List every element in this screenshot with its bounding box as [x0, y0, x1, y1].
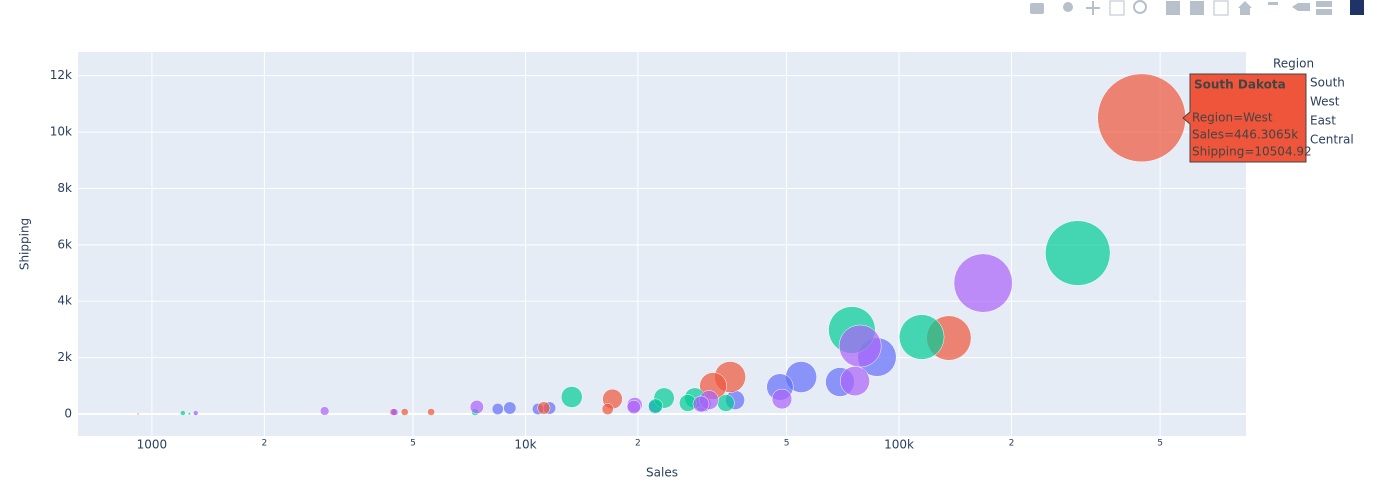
hover-line: Shipping=10504.92: [1192, 145, 1312, 159]
y-tick-label: 10k: [50, 125, 72, 139]
hover-label: South Dakota Region=West Sales=446.3065k Sh…: [1182, 73, 1312, 163]
lasso-icon[interactable]: [1133, 0, 1147, 14]
x-axis-title: Sales: [646, 466, 678, 480]
bubble: [469, 400, 484, 415]
legend-title: Region: [1273, 57, 1314, 71]
legend: Region South West East Central: [1273, 57, 1354, 147]
x-tick-label: 5: [410, 439, 416, 449]
bubble: [1097, 73, 1186, 163]
legend-label: East: [1310, 114, 1336, 128]
modebar[interactable]: [1030, 0, 1364, 16]
hover-title: South Dakota: [1194, 78, 1286, 92]
x-tick-label: 5: [1157, 439, 1163, 449]
legend-label: Central: [1310, 133, 1354, 147]
bubble: [192, 410, 199, 416]
bubble: [427, 408, 435, 416]
hover-compare-icon[interactable]: [1316, 1, 1332, 7]
zoom-out-icon[interactable]: [1190, 1, 1204, 15]
x-tick-label: 2: [1009, 439, 1015, 449]
zoom-icon[interactable]: [1063, 2, 1073, 12]
bubble: [838, 324, 882, 368]
hover-box: [1182, 73, 1307, 163]
bubble: [491, 403, 504, 415]
hover-line: Region=West: [1192, 111, 1273, 125]
bubble: [839, 366, 870, 396]
bubble: [180, 410, 186, 416]
bubble: [136, 412, 140, 416]
bubble: [953, 253, 1013, 313]
y-tick-label: 8k: [57, 181, 72, 195]
bubble: [400, 408, 409, 416]
marks: [136, 73, 1186, 416]
y-tick-label: 2k: [57, 350, 72, 364]
zoom-in-icon[interactable]: [1166, 1, 1180, 15]
camera-icon[interactable]: [1030, 3, 1044, 14]
bubble: [648, 398, 664, 414]
x-tick-label: 2: [262, 439, 268, 449]
pan-icon[interactable]: [1086, 1, 1100, 15]
bubble: [692, 395, 710, 413]
bubble: [390, 408, 398, 416]
x-tick-label: 10k: [514, 438, 536, 452]
x-tick-label: 5: [784, 439, 790, 449]
spike-icon[interactable]: [1268, 2, 1278, 5]
bubble: [899, 314, 945, 360]
reset-icon[interactable]: [1238, 1, 1252, 15]
bubble: [503, 401, 517, 415]
bubble: [626, 400, 641, 415]
x-tick-label: 2: [635, 439, 641, 449]
y-tick-label: 12k: [50, 68, 72, 82]
plotly-logo[interactable]: [1350, 0, 1364, 15]
bubble: [537, 401, 551, 415]
x-tick-label: 1000: [137, 438, 168, 452]
y-tick-label: 6k: [57, 237, 72, 251]
autoscale-icon[interactable]: [1213, 0, 1229, 16]
legend-label: South: [1310, 76, 1345, 90]
bubble: [601, 403, 614, 415]
bubble: [560, 386, 583, 408]
hover-closest-icon[interactable]: [1292, 3, 1310, 11]
y-tick-label: 0: [64, 407, 72, 421]
box-select-icon[interactable]: [1109, 0, 1125, 16]
x-tick-label: 100k: [884, 438, 914, 452]
bubble: [717, 394, 735, 412]
y-axis-title: Shipping: [18, 218, 32, 270]
bubble: [319, 406, 330, 416]
bubble: [1045, 220, 1111, 286]
legend-label: West: [1310, 95, 1340, 109]
bubble: [187, 412, 192, 416]
hover-line: Sales=446.3065k: [1192, 128, 1298, 142]
y-tick-label: 4k: [57, 294, 72, 308]
hover-compare-icon-2[interactable]: [1316, 9, 1332, 15]
bubble: [771, 388, 793, 410]
